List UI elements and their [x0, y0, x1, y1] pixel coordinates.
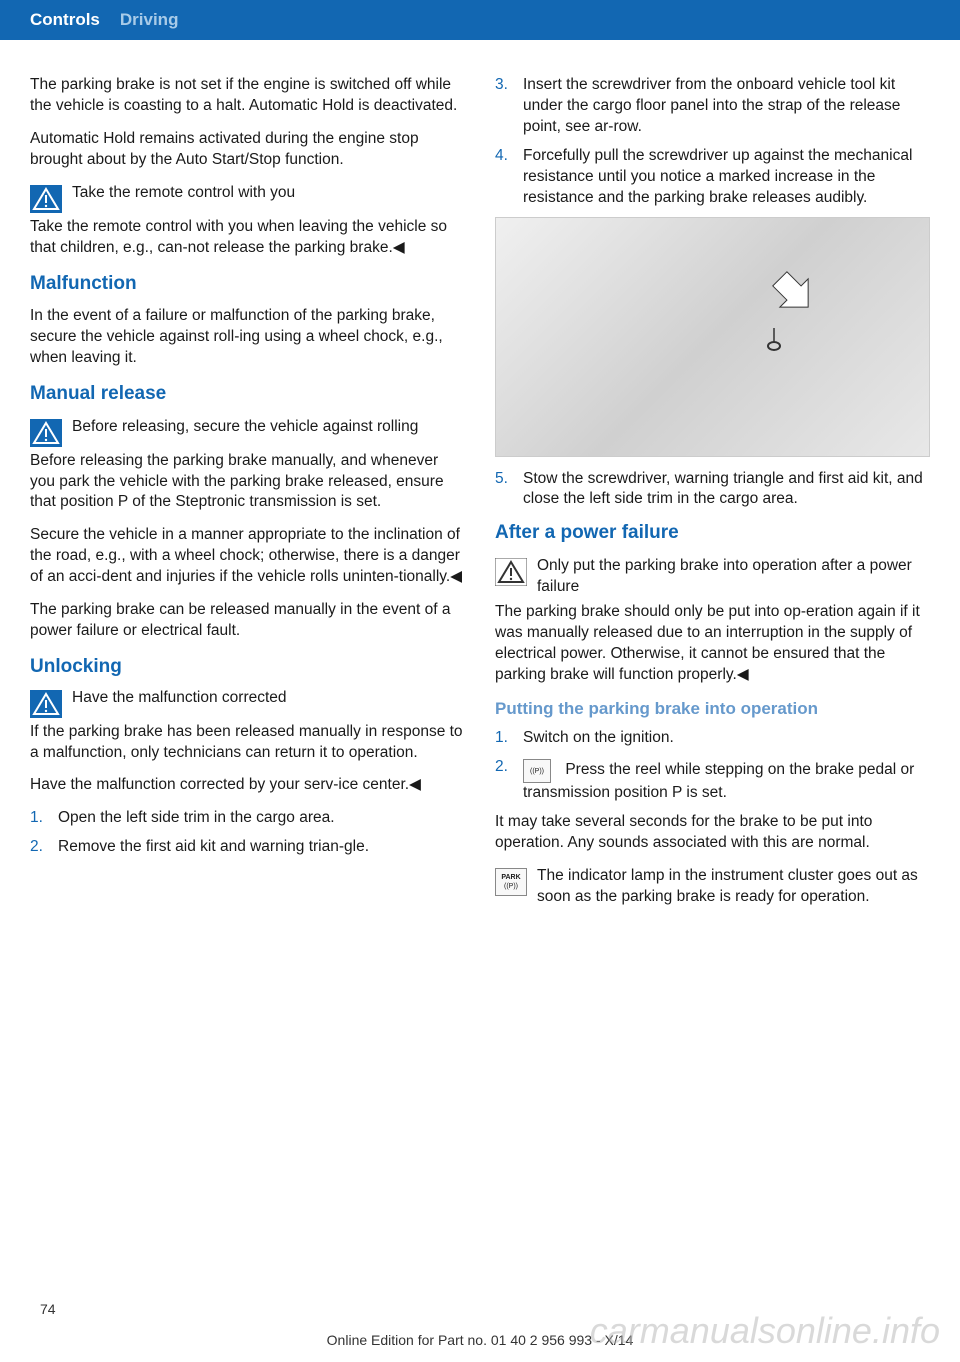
- step-3: 3. Insert the screwdriver from the onboa…: [495, 75, 930, 138]
- p-putting1: It may take several seconds for the brak…: [495, 812, 930, 854]
- step-text: Forcefully pull the screwdriver up again…: [523, 146, 930, 209]
- heading-after-power-failure: After a power failure: [495, 520, 930, 546]
- step-1: 1. Open the left side trim in the cargo …: [30, 808, 465, 829]
- warning-remote-control: Take the remote control with you: [30, 183, 465, 213]
- step-5: 5. Stow the screwdriver, warning triangl…: [495, 469, 930, 511]
- content: The parking brake is not set if the engi…: [0, 40, 960, 928]
- heading-putting-into-operation: Putting the parking brake into operation: [495, 698, 930, 721]
- warning-before-releasing: Before releasing, secure the vehicle aga…: [30, 417, 465, 447]
- step-4: 4. Forcefully pull the screwdriver up ag…: [495, 146, 930, 209]
- release-ring-icon: [764, 328, 784, 353]
- step-2: 2. Remove the first aid kit and warning …: [30, 837, 465, 858]
- p-unlocking: Have the malfunction corrected by your s…: [30, 775, 465, 796]
- park-indicator-icon: PARK ((P)): [495, 868, 527, 896]
- step-text: Insert the screwdriver from the onboard …: [523, 75, 930, 138]
- warn4-title: Only put the parking brake into operatio…: [537, 557, 912, 595]
- step-num: 2.: [30, 837, 58, 858]
- step-text: Switch on the ignition.: [523, 728, 930, 749]
- put-step-1: 1. Switch on the ignition.: [495, 728, 930, 749]
- indicator-lamp-info: PARK ((P)) The indicator lamp in the ins…: [495, 866, 930, 908]
- warn2-title: Before releasing, secure the vehicle aga…: [72, 418, 418, 435]
- step-num: 2.: [495, 757, 523, 804]
- step-text: ((P)) Press the reel while stepping on t…: [523, 757, 930, 804]
- p-putting2: The indicator lamp in the instrument clu…: [537, 867, 918, 905]
- p-manual1: Before releasing the parking brake manua…: [30, 451, 465, 514]
- p-malfunction: In the event of a failure or malfunction…: [30, 306, 465, 369]
- release-point-diagram: [495, 217, 930, 457]
- warn1-title: Take the remote control with you: [72, 184, 295, 201]
- step-num: 1.: [30, 808, 58, 829]
- warn1-body: Take the remote control with you when le…: [30, 217, 465, 259]
- parking-button-icon: ((P)): [523, 759, 551, 783]
- warning-icon: [30, 185, 62, 213]
- body-p2: Automatic Hold remains activated during …: [30, 129, 465, 171]
- diagram-arrow-icon: [769, 268, 819, 318]
- step-num: 3.: [495, 75, 523, 138]
- warn3-title: Have the malfunction corrected: [72, 689, 287, 706]
- warning-icon: [30, 690, 62, 718]
- heading-malfunction: Malfunction: [30, 271, 465, 297]
- put-step-2: 2. ((P)) Press the reel while stepping o…: [495, 757, 930, 804]
- step-num: 5.: [495, 469, 523, 511]
- header: Controls Driving: [0, 0, 960, 40]
- header-tab-driving: Driving: [120, 10, 179, 30]
- watermark: carmanualsonline.info: [590, 1310, 940, 1352]
- warning-icon: [30, 419, 62, 447]
- warning-icon: [495, 558, 527, 586]
- warn3-body: If the parking brake has been released m…: [30, 722, 465, 764]
- heading-unlocking: Unlocking: [30, 654, 465, 680]
- p-after: The parking brake should only be put int…: [495, 602, 930, 686]
- step-num: 1.: [495, 728, 523, 749]
- p-manual3: The parking brake can be released manual…: [30, 600, 465, 642]
- step-text: Open the left side trim in the cargo are…: [58, 808, 465, 829]
- warning-after-power-failure: Only put the parking brake into operatio…: [495, 556, 930, 598]
- step-num: 4.: [495, 146, 523, 209]
- page-number: 74: [40, 1301, 56, 1317]
- step-text: Remove the first aid kit and warning tri…: [58, 837, 465, 858]
- body-p1: The parking brake is not set if the engi…: [30, 75, 465, 117]
- p-manual2: Secure the vehicle in a manner appropria…: [30, 525, 465, 588]
- step-text: Stow the screwdriver, warning triangle a…: [523, 469, 930, 511]
- warning-malfunction-corrected: Have the malfunction corrected: [30, 688, 465, 718]
- header-tab-controls: Controls: [30, 10, 100, 30]
- heading-manual-release: Manual release: [30, 381, 465, 407]
- put-step2-text: Press the reel while stepping on the bra…: [523, 762, 914, 802]
